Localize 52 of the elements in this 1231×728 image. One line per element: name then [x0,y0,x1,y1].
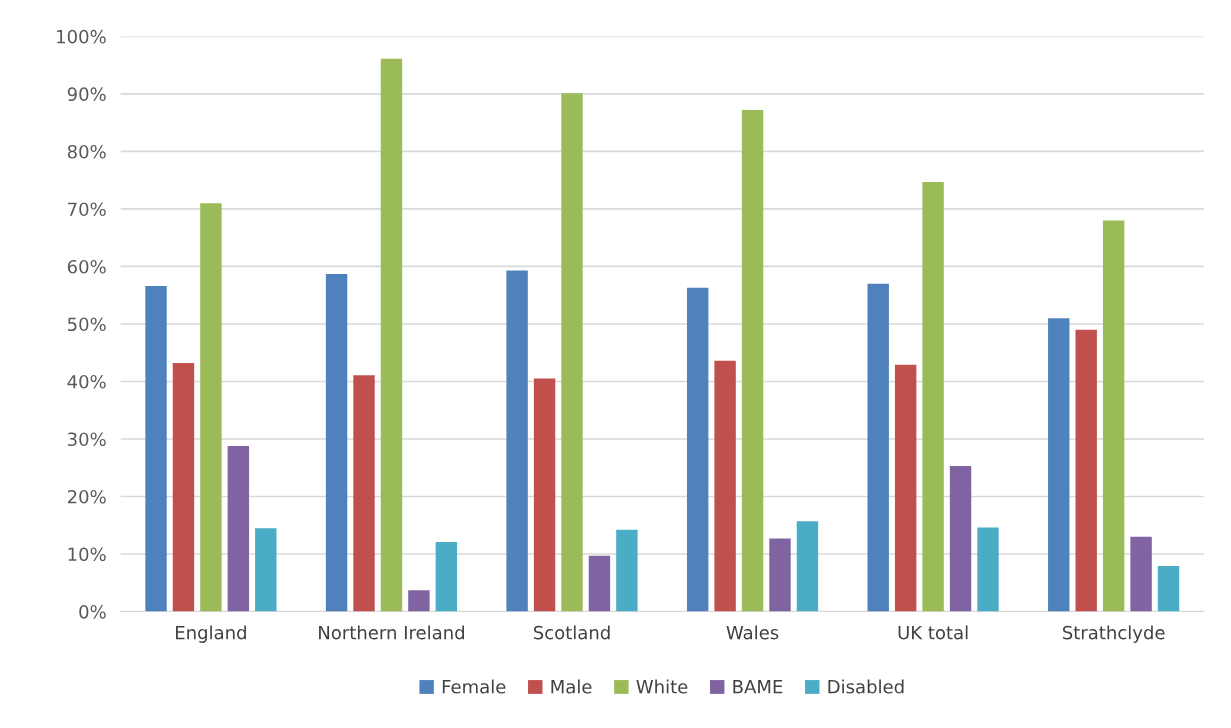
x-tick-label: Wales [726,625,779,640]
y-tick-label: 0% [79,604,106,619]
bar [977,527,999,612]
bar [353,375,375,612]
bar [325,273,348,612]
bar [533,378,556,612]
y-tick-label: 90% [67,87,106,102]
legend-label: BAME [733,680,783,694]
y-tick-label: 40% [67,374,106,389]
x-tick-label: UK total [898,625,968,640]
bar [200,203,222,612]
bar [741,110,764,612]
bar [380,58,403,612]
bar [1075,329,1097,612]
bar [145,286,167,612]
bar [561,93,583,612]
legend-label: White [636,679,688,694]
y-tick-label: 10% [68,547,106,562]
legend-label: Male [551,679,592,694]
bar [796,521,819,612]
bar [1130,536,1152,612]
bar [867,283,889,612]
bar [255,528,277,612]
bar [949,466,972,612]
x-tick-label: Northern Ireland [319,625,464,640]
legend-label: Female [442,679,506,694]
y-tick-label: 30% [67,432,106,447]
bar [616,529,638,612]
bar [172,363,195,612]
y-tick-label: 100% [57,29,106,44]
bar [714,360,736,612]
x-tick-label: Scotland [533,625,610,640]
x-tick-label: Strathclyde [1062,625,1165,643]
y-tick-label: 60% [67,259,106,274]
bar [408,590,430,612]
bar [506,270,528,612]
bar [588,555,611,612]
y-tick-label: 50% [68,317,106,332]
bar [686,287,709,612]
bar [922,181,944,612]
x-tick-label: England [176,625,246,643]
legend-label: Disabled [828,679,904,694]
y-tick-label: 70% [68,202,106,217]
bar [1102,220,1125,612]
bar [769,538,791,612]
y-tick-label: 20% [67,489,106,504]
bar [435,541,458,612]
bar [1157,566,1180,612]
bar [1048,318,1070,612]
bar [227,445,250,612]
bar [894,364,917,612]
y-tick-label: 80% [67,144,106,159]
